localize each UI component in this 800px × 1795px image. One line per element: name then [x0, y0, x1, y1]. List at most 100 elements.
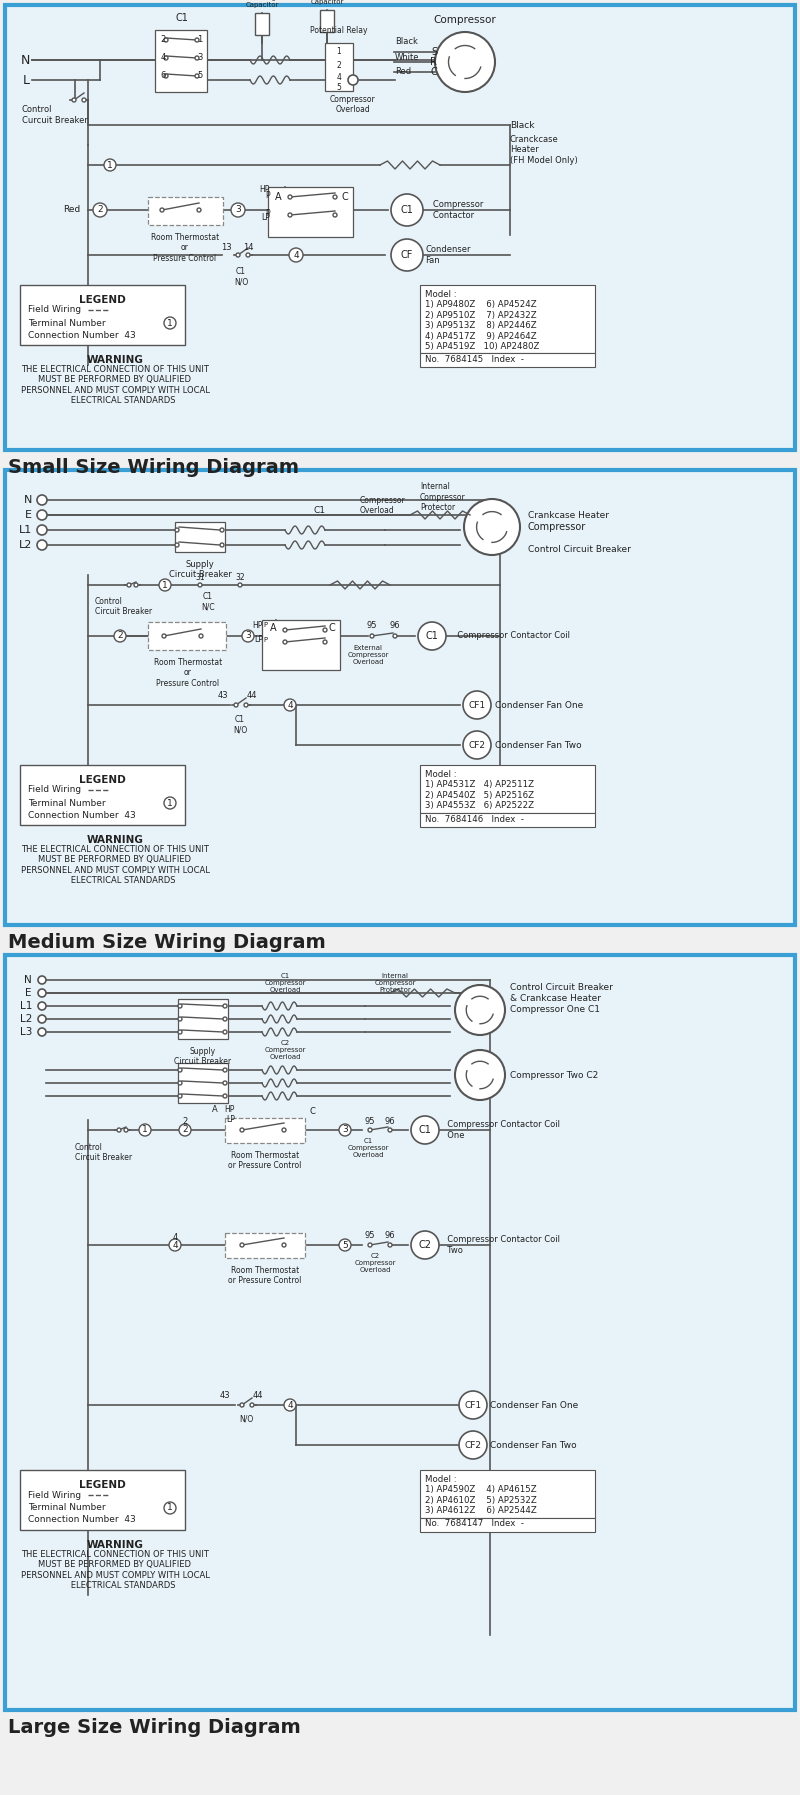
Text: 4: 4 — [172, 1233, 178, 1242]
Text: Starting
Capacitor: Starting Capacitor — [310, 0, 344, 5]
Circle shape — [124, 1127, 128, 1133]
Text: C1
Compressor
Overload: C1 Compressor Overload — [347, 1138, 389, 1158]
Text: Condenser Fan One: Condenser Fan One — [490, 1400, 578, 1409]
Circle shape — [178, 1018, 182, 1021]
Text: Field Wiring: Field Wiring — [28, 786, 81, 795]
FancyBboxPatch shape — [420, 1519, 595, 1531]
FancyBboxPatch shape — [20, 765, 185, 826]
Circle shape — [283, 641, 287, 644]
FancyBboxPatch shape — [262, 619, 340, 670]
Circle shape — [240, 1242, 244, 1248]
FancyBboxPatch shape — [420, 765, 595, 813]
Text: Internal
Compressor
Protector: Internal Compressor Protector — [420, 483, 466, 512]
Text: Field Wiring: Field Wiring — [28, 305, 81, 314]
Circle shape — [38, 1014, 46, 1023]
Circle shape — [38, 989, 46, 996]
Text: Compressor
Overload: Compressor Overload — [360, 495, 406, 515]
Circle shape — [393, 634, 397, 637]
Circle shape — [464, 499, 520, 555]
Text: Compressor Two C2: Compressor Two C2 — [510, 1070, 598, 1079]
FancyBboxPatch shape — [20, 1470, 185, 1529]
Text: 4: 4 — [287, 1400, 293, 1409]
Text: C2
Compressor
Overload: C2 Compressor Overload — [354, 1253, 396, 1273]
FancyBboxPatch shape — [325, 43, 353, 92]
Circle shape — [175, 528, 179, 531]
Circle shape — [178, 1030, 182, 1034]
FancyBboxPatch shape — [420, 813, 595, 827]
Text: Condenser Fan Two: Condenser Fan Two — [495, 741, 582, 750]
Text: L: L — [23, 74, 30, 86]
Circle shape — [178, 1093, 182, 1099]
Text: 2: 2 — [160, 36, 166, 45]
Text: THE ELECTRICAL CONNECTION OF THIS UNIT
MUST BE PERFORMED BY QUALIFIED
PERSONNEL : THE ELECTRICAL CONNECTION OF THIS UNIT M… — [21, 364, 210, 406]
Circle shape — [455, 1050, 505, 1100]
Text: 4: 4 — [287, 700, 293, 709]
FancyBboxPatch shape — [268, 187, 353, 237]
Circle shape — [223, 1081, 227, 1084]
Text: LP: LP — [226, 1115, 235, 1124]
Text: Compressor
   Contactor: Compressor Contactor — [425, 201, 483, 219]
Text: WARNING: WARNING — [86, 355, 143, 364]
Text: 1: 1 — [167, 318, 173, 327]
Circle shape — [175, 544, 179, 547]
Circle shape — [234, 704, 238, 707]
Circle shape — [38, 1002, 46, 1011]
Circle shape — [117, 1127, 121, 1133]
Circle shape — [231, 203, 245, 217]
Circle shape — [223, 1068, 227, 1072]
Text: THE ELECTRICAL CONNECTION OF THIS UNIT
MUST BE PERFORMED BY QUALIFIED
PERSONNEL : THE ELECTRICAL CONNECTION OF THIS UNIT M… — [21, 1551, 210, 1590]
Circle shape — [37, 540, 47, 549]
Text: Room Thermostat
or
Pressure Control: Room Thermostat or Pressure Control — [154, 659, 222, 687]
Text: P: P — [263, 623, 267, 628]
Text: 4: 4 — [172, 1240, 178, 1249]
Text: N: N — [24, 975, 32, 985]
Circle shape — [164, 318, 176, 328]
Circle shape — [250, 1404, 254, 1407]
Circle shape — [38, 1029, 46, 1036]
Text: 4: 4 — [160, 54, 166, 63]
Circle shape — [388, 1127, 392, 1133]
Circle shape — [37, 495, 47, 504]
Text: HP: HP — [225, 1106, 235, 1115]
Text: 31: 31 — [195, 573, 205, 583]
Text: 14: 14 — [242, 242, 254, 251]
Circle shape — [220, 528, 224, 531]
Text: Control
Circuit Breaker: Control Circuit Breaker — [75, 1143, 132, 1163]
Text: Control
Curcuit Breaker: Control Curcuit Breaker — [22, 106, 88, 124]
Text: 4: 4 — [293, 251, 299, 260]
FancyBboxPatch shape — [155, 31, 207, 92]
Text: WARNING: WARNING — [86, 835, 143, 845]
Circle shape — [178, 1081, 182, 1084]
Text: C1
N/O: C1 N/O — [234, 267, 248, 287]
Text: LEGEND: LEGEND — [79, 1481, 126, 1490]
Text: Compressor Contactor Coil
  One: Compressor Contactor Coil One — [442, 1120, 560, 1140]
Text: External
Compressor
Overload: External Compressor Overload — [347, 644, 389, 664]
Circle shape — [333, 196, 337, 199]
Text: C1
N/O: C1 N/O — [233, 714, 247, 734]
Circle shape — [223, 1018, 227, 1021]
Text: Supply
Circuit Breaker: Supply Circuit Breaker — [169, 560, 231, 580]
FancyBboxPatch shape — [320, 11, 334, 32]
Text: R: R — [430, 57, 437, 66]
Text: Room Thermostat
or Pressure Control: Room Thermostat or Pressure Control — [228, 1265, 302, 1285]
Text: C: C — [342, 192, 348, 203]
Circle shape — [368, 1242, 372, 1248]
Text: 3: 3 — [198, 54, 202, 63]
Circle shape — [459, 1431, 487, 1459]
Text: No.  7684147   Index  -: No. 7684147 Index - — [425, 1520, 524, 1529]
Text: WARNING: WARNING — [86, 1540, 143, 1551]
Text: Red: Red — [395, 68, 411, 77]
Circle shape — [238, 583, 242, 587]
Text: White: White — [395, 52, 419, 61]
Text: Black: Black — [510, 120, 534, 129]
Text: Compressor: Compressor — [528, 522, 586, 531]
Circle shape — [199, 634, 203, 637]
FancyBboxPatch shape — [420, 354, 595, 366]
Circle shape — [391, 194, 423, 226]
Text: Compressor Contactor Coil: Compressor Contactor Coil — [452, 632, 570, 641]
Circle shape — [178, 1068, 182, 1072]
Circle shape — [195, 38, 199, 41]
Text: A: A — [270, 623, 276, 634]
Text: 2: 2 — [182, 1118, 188, 1127]
Text: Terminal Number: Terminal Number — [28, 318, 106, 327]
